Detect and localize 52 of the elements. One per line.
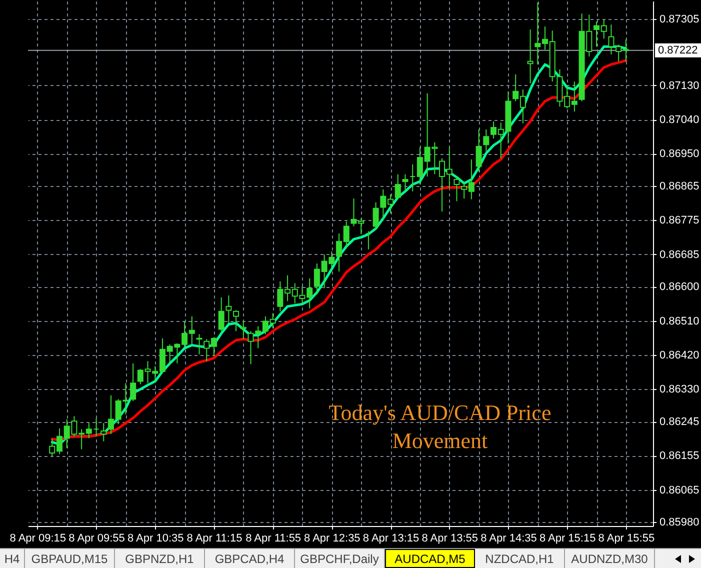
candlestick	[410, 164, 416, 192]
y-tick-label: 0.86685	[660, 248, 700, 261]
y-tick-label: 0.86600	[660, 281, 700, 294]
candlestick	[394, 174, 401, 200]
ref-line-label: 0.87222	[658, 44, 698, 56]
y-tick-label: 0.87040	[660, 114, 700, 126]
y-tick-label: 0.86420	[660, 350, 700, 362]
candlestick	[233, 310, 240, 332]
y-tick-label: 0.86950	[660, 148, 700, 160]
candlestick	[93, 418, 100, 437]
y-tick-label: 0.87130	[660, 80, 700, 92]
candlestick	[483, 128, 490, 152]
candlestick	[402, 174, 408, 192]
x-tick-label: 8 Apr 13:55	[422, 532, 478, 544]
candlestick	[240, 320, 246, 340]
tab: GBPNZD,H1	[115, 549, 205, 568]
x-tick-label: 8 Apr 15:15	[539, 532, 596, 544]
y-tick-label: 0.86865	[660, 180, 700, 193]
tab: AUDNZD,M30	[565, 549, 655, 568]
y-tick-label: 0.86065	[660, 484, 700, 496]
tab: GBPAUD,M15	[25, 549, 115, 568]
x-tick-label: 8 Apr 12:35	[304, 532, 360, 544]
candlestick	[226, 294, 232, 324]
candlestick	[218, 296, 224, 332]
annotation: Today's AUD/CAD Price Movement	[328, 400, 552, 453]
tab: H4	[0, 549, 25, 568]
x-tick-label: 8 Apr 09:55	[68, 532, 125, 544]
x-tick-label: 8 Apr 09:15	[10, 532, 66, 544]
candlestick	[365, 230, 372, 250]
tab: GBPCAD,H4	[205, 549, 295, 568]
x-tick-label: 8 Apr 15:55	[598, 532, 655, 544]
x-tick-label: 8 Apr 14:35	[480, 532, 537, 544]
candlestick	[100, 422, 107, 442]
y-tick-label: 0.86330	[660, 384, 700, 396]
candlestick	[527, 28, 534, 84]
y-tick-label: 0.86510	[660, 315, 700, 328]
y-tick-label: 0.86245	[660, 416, 700, 428]
candlestick	[476, 128, 482, 172]
x-tick-label: 8 Apr 11:55	[246, 532, 302, 544]
y-tick-label: 0.85980	[660, 516, 700, 529]
y-tick-label: 0.86155	[660, 450, 700, 462]
candlestick	[130, 362, 136, 402]
candlestick	[454, 176, 460, 202]
y-tick-label: 0.87305	[660, 13, 700, 26]
y-tick-label: 0.86775	[660, 214, 700, 227]
tab: NZDCAD,H1	[475, 549, 565, 568]
candlestick	[372, 202, 379, 230]
x-tick-label: 8 Apr 13:15	[362, 532, 420, 544]
x-tick-label: 8 Apr 11:15	[186, 532, 242, 544]
selected-tab: AUDCAD,M5	[385, 549, 475, 568]
x-tick-label: 8 Apr 10:35	[127, 532, 184, 544]
candlestick	[196, 334, 202, 355]
